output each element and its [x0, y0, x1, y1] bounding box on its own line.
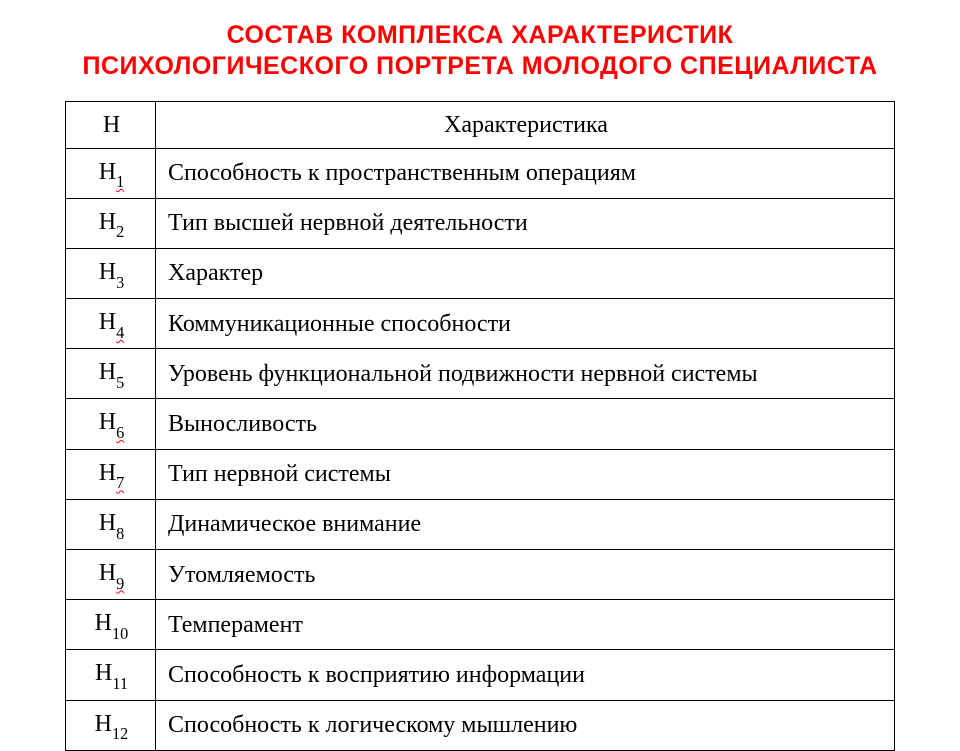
code-base: H: [99, 460, 116, 486]
cell-desc: Уровень функциональной подвижности нервн…: [156, 349, 895, 399]
table-row: H6Выносливость: [66, 399, 895, 449]
table-row: H4Коммуникационные способности: [66, 299, 895, 349]
cell-code: H7: [66, 449, 156, 499]
cell-code: H10: [66, 600, 156, 650]
characteristics-table: H Характеристика H1Способность к простра…: [65, 101, 895, 751]
table-row: H5Уровень функциональной подвижности нер…: [66, 349, 895, 399]
table-row: H11Способность к восприятию информации: [66, 650, 895, 700]
cell-code: H6: [66, 399, 156, 449]
table-row: H12Способность к логическому мышлению: [66, 700, 895, 750]
table-header-row: H Характеристика: [66, 101, 895, 148]
cell-desc: Динамическое внимание: [156, 499, 895, 549]
table-row: H2Тип высшей нервной деятельности: [66, 198, 895, 248]
table-row: H10Темперамент: [66, 600, 895, 650]
cell-code: H9: [66, 550, 156, 600]
cell-code: H8: [66, 499, 156, 549]
code-base: H: [99, 409, 116, 435]
page-title: СОСТАВ КОМПЛЕКСА ХАРАКТЕРИСТИК ПСИХОЛОГИ…: [0, 20, 960, 83]
code-subscript: 2: [116, 222, 124, 241]
cell-code: H5: [66, 349, 156, 399]
col-header-code: H: [66, 101, 156, 148]
title-line-1: СОСТАВ КОМПЛЕКСА ХАРАКТЕРИСТИК: [227, 21, 734, 49]
cell-code: H12: [66, 700, 156, 750]
cell-desc: Тип высшей нервной деятельности: [156, 198, 895, 248]
code-base: H: [99, 159, 116, 185]
code-subscript: 11: [112, 674, 128, 693]
cell-desc: Способность к пространственным операциям: [156, 148, 895, 198]
cell-desc: Выносливость: [156, 399, 895, 449]
table-row: H1Способность к пространственным операци…: [66, 148, 895, 198]
col-header-desc: Характеристика: [156, 101, 895, 148]
code-base: H: [99, 309, 116, 335]
cell-desc: Утомляемость: [156, 550, 895, 600]
cell-desc: Коммуникационные способности: [156, 299, 895, 349]
table-row: H7Тип нервной системы: [66, 449, 895, 499]
cell-code: H2: [66, 198, 156, 248]
cell-desc: Тип нервной системы: [156, 449, 895, 499]
cell-desc: Способность к логическому мышлению: [156, 700, 895, 750]
code-subscript: 10: [112, 624, 128, 643]
code-subscript: 3: [116, 273, 124, 292]
code-subscript: 6: [116, 423, 124, 442]
code-subscript: 5: [116, 373, 124, 392]
cell-code: H4: [66, 299, 156, 349]
code-base: H: [95, 711, 112, 737]
table-row: H3Характер: [66, 248, 895, 298]
cell-code: H11: [66, 650, 156, 700]
code-base: H: [95, 660, 112, 686]
cell-desc: Характер: [156, 248, 895, 298]
cell-desc: Способность к восприятию информации: [156, 650, 895, 700]
code-subscript: 4: [116, 323, 124, 342]
code-subscript: 7: [116, 473, 124, 492]
table-row: H9Утомляемость: [66, 550, 895, 600]
cell-code: H1: [66, 148, 156, 198]
title-line-2: ПСИХОЛОГИЧЕСКОГО ПОРТРЕТА МОЛОДОГО СПЕЦИ…: [82, 52, 877, 80]
code-base: H: [95, 610, 112, 636]
cell-desc: Темперамент: [156, 600, 895, 650]
code-subscript: 1: [116, 172, 124, 191]
code-subscript: 12: [112, 724, 128, 743]
table-row: H8Динамическое внимание: [66, 499, 895, 549]
table-container: H Характеристика H1Способность к простра…: [0, 101, 960, 751]
code-base: H: [99, 259, 116, 285]
code-subscript: 9: [116, 574, 124, 593]
code-base: H: [99, 560, 116, 586]
code-base: H: [99, 209, 116, 235]
table-body: H1Способность к пространственным операци…: [66, 148, 895, 750]
cell-code: H3: [66, 248, 156, 298]
code-subscript: 8: [116, 524, 124, 543]
code-base: H: [99, 510, 116, 536]
code-base: H: [99, 359, 116, 385]
